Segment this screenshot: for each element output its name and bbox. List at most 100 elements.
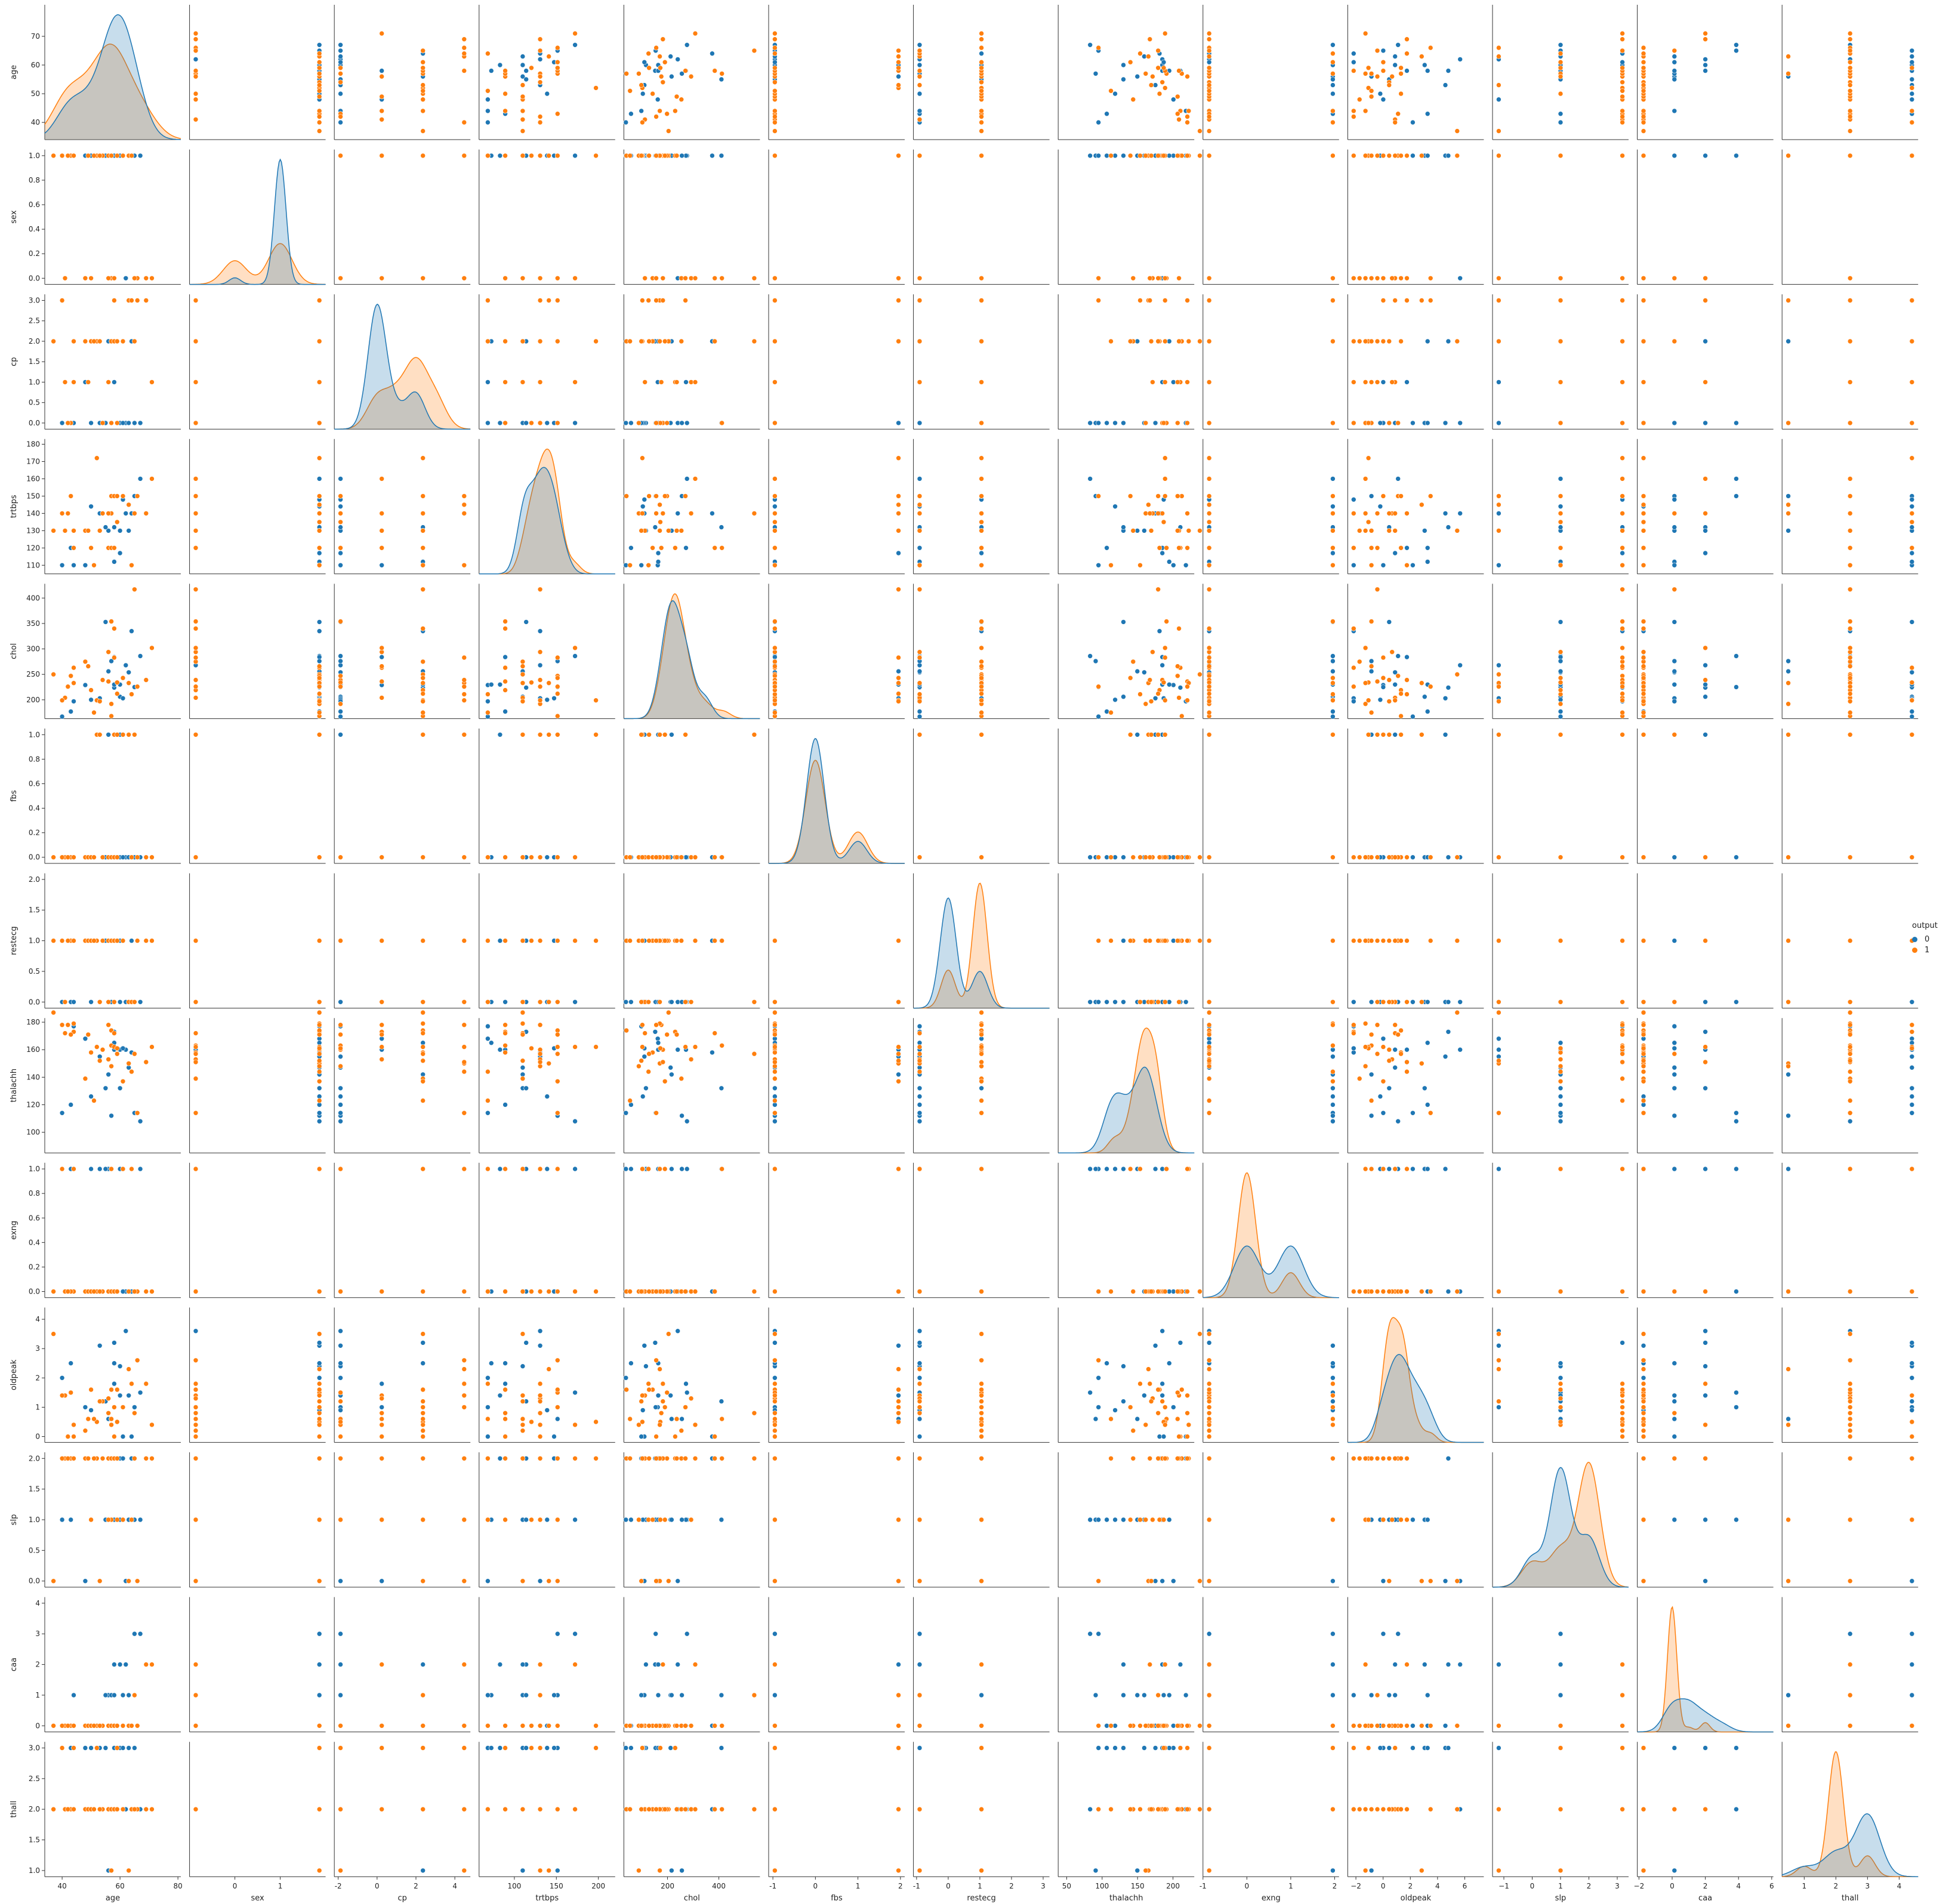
point-1-16 [1351,68,1356,73]
point-1-24 [772,1022,778,1027]
point-0-4 [1672,668,1678,674]
point-1-16 [712,68,717,73]
point-1-23 [1380,338,1386,344]
point-1-17 [193,684,199,689]
point-1-16 [1351,626,1356,631]
point-1-19 [1147,275,1153,281]
point-1-25 [772,30,778,36]
point-0-0 [1087,854,1093,860]
panel-restecg-vs-thall [1781,873,1919,1009]
point-1-27 [627,153,633,159]
point-0-12 [628,111,634,116]
point-1-13 [485,692,491,697]
point-1-21 [71,153,76,159]
point-1-24 [59,698,65,703]
point-1-24 [979,698,984,703]
point-1-25 [979,645,984,651]
point-0-19 [71,999,76,1005]
point-1-20 [1161,420,1167,426]
point-1-20 [1161,65,1167,71]
point-1-22 [1847,420,1853,426]
point-1-19 [193,298,199,303]
point-1-19 [1703,36,1708,42]
panel-sex-vs-caa [1637,149,1774,285]
point-0-18 [640,91,646,97]
point-1-23 [1558,675,1564,681]
point-1-27 [91,338,97,344]
point-1-20 [115,519,120,525]
point-0-1 [1457,511,1463,516]
point-1-23 [1330,59,1336,65]
point-1-25 [1620,30,1625,36]
point-1-21 [520,1021,526,1026]
point-0-2 [1142,669,1147,675]
point-0-19 [1351,699,1356,704]
point-1-28 [1155,338,1161,344]
panel-chol-vs-sex [189,584,326,720]
point-1-7 [379,108,385,114]
point-0-7 [652,1029,658,1035]
point-1-17 [979,45,984,51]
point-1-26 [646,65,652,71]
point-1-11 [1130,854,1136,860]
point-1-9 [624,1027,629,1033]
point-0-17 [112,559,117,564]
point-1-21 [1330,528,1336,533]
point-1-11 [520,659,526,665]
point-1-26 [1847,691,1853,696]
point-1-1 [1847,128,1853,134]
point-1-5 [1786,938,1791,943]
point-1-14 [1380,999,1386,1005]
point-0-13 [1368,493,1374,499]
point-1-14 [461,655,467,661]
point-1-22 [65,420,71,426]
point-1-10 [1386,938,1392,943]
point-1-19 [979,1059,984,1065]
point-1-13 [316,51,322,56]
ytick-label-cp-0: 0.0 [29,419,40,427]
point-1-14 [112,655,117,661]
point-0-14 [523,1085,529,1091]
point-1-21 [1362,108,1368,114]
point-1-22 [1351,114,1356,119]
point-1-27 [772,338,778,344]
point-1-6 [379,999,385,1005]
point-1-28 [1206,587,1212,593]
point-1-25 [572,275,578,281]
point-1-26 [1155,493,1161,499]
point-1-8 [593,1044,599,1050]
point-1-25 [1362,30,1368,36]
point-1-14 [554,999,560,1005]
point-1-16 [712,338,717,344]
point-1-28 [132,275,137,281]
point-1-28 [1374,338,1380,344]
point-1-20 [115,854,120,860]
point-1-23 [316,675,322,681]
point-1-25 [193,645,199,651]
ytick-label-fbs-0: 0.0 [29,853,40,862]
point-1-26 [1641,493,1646,499]
point-0-4 [1134,732,1140,737]
point-0-15 [1734,854,1739,860]
point-1-23 [1127,732,1133,737]
point-1-28 [1206,275,1212,281]
point-1-4 [719,938,724,943]
point-1-25 [692,854,698,860]
point-0-14 [1672,619,1678,625]
point-1-19 [1404,938,1410,943]
point-1-7 [71,379,76,385]
point-1-29 [1386,153,1392,159]
ytick-label-fbs-3: 0.6 [29,779,40,788]
point-1-17 [1427,275,1433,281]
point-0-8 [1703,999,1708,1005]
point-0-14 [103,619,109,625]
point-0-0 [316,1118,322,1124]
point-0-6 [1404,545,1410,551]
point-1-21 [772,108,778,114]
point-1-25 [1620,645,1625,651]
point-1-27 [420,938,426,943]
point-0-10 [117,550,123,556]
point-1-23 [979,1079,984,1084]
point-1-28 [1155,999,1161,1005]
point-1-24 [59,854,65,860]
